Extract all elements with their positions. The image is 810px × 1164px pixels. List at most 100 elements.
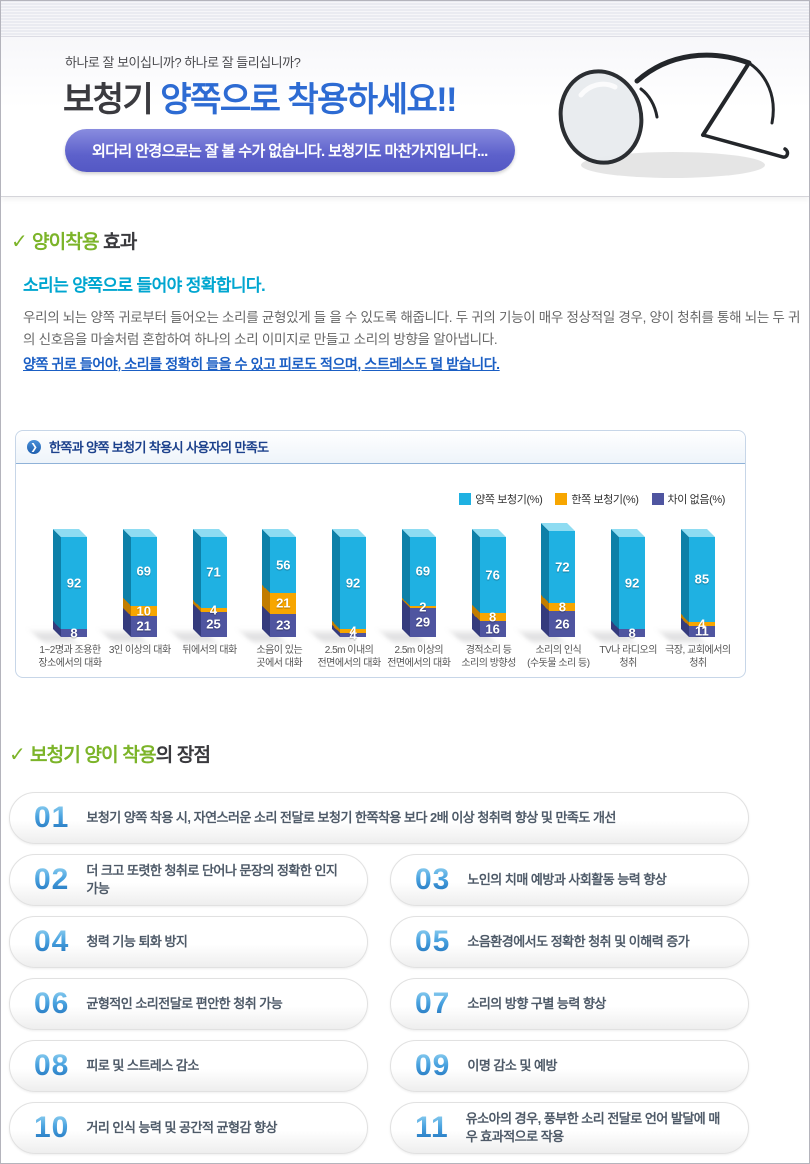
bar-6: 69 2 29 [380,528,436,642]
bar-value-label: 26 [555,616,570,632]
bar-slot: 69 2 29 [380,528,451,642]
bar-segment-2: 21 [270,592,297,614]
bar-slot: 92 4 4 [311,528,381,642]
benefit-number: 11 [415,1110,449,1144]
benefit-number: 02 [34,862,70,896]
benefit-item-04: 04 청력 기능 퇴화 방지 [9,915,368,968]
bar-segment-3: 8 [61,625,87,640]
benefit-number: 09 [415,1048,451,1082]
glasses-image [558,52,790,178]
bar-value-label: 21 [276,595,291,611]
legend-label: 한쪽 보청기(%) [571,493,639,506]
bar-7: 76 8 16 [450,528,506,642]
benefit-item-09: 09 이명 감소 및 예방 [390,1039,749,1092]
legend-swatch-icon [459,492,472,505]
benefit-text: 거리 인식 능력 및 공간적 균형감 향상 [86,1119,277,1135]
category-label: 극장, 교회에서의 청취 [665,644,731,670]
bar-side-face [471,528,480,637]
legend-label: 차이 없음(%) [667,493,726,506]
benefit-item-05: 05 소음환경에서도 정확한 청취 및 이해력 증가 [390,915,749,968]
bar-value-label: 4 [349,623,357,639]
bar-segment-1: 69 [409,536,436,606]
bar-value-label: 11 [695,623,709,639]
bar-segment-2: 10 [130,603,157,618]
legend-swatch-icon [555,492,568,505]
bar-side-face [680,528,689,637]
bar-slot: 71 4 25 [171,528,242,642]
bar-segment-3: 26 [549,610,576,637]
top-band [1,1,809,37]
bar-10: 85 4 11 [659,528,715,642]
benefit-item-11: 11 유소아의 경우, 풍부한 소리 전달로 언어 발달에 매우 효과적으로 작용 [390,1101,749,1154]
section-heading: ✓ 보청기 양이 착용의 장점 [9,740,799,767]
bar-segment-3: 25 [200,611,227,637]
bar-segment-1: 92 [340,536,367,629]
bar-side-face [262,528,271,637]
benefit-item-07: 07 소리의 방향 구별 능력 향상 [390,977,749,1030]
bar-segment-2: 8 [479,609,506,624]
bar-value-label: 4 [349,627,357,643]
bar-slot: 92 8 [590,528,660,642]
bar-value-label: 2 [419,599,427,615]
section-heading-dark: 의 장점 [155,744,211,766]
bar-value-label: 72 [555,559,570,575]
bar-value-label: 23 [276,617,291,633]
chart-panel-header: ❯ 한쪽과 양쪽 보청기 착용시 사용자의 만족도 [16,430,745,464]
benefit-number: 01 [34,800,70,834]
benefit-text: 소음환경에서도 정확한 청취 및 이해력 증가 [467,933,690,949]
bar-segment-1: 76 [479,536,506,613]
arrow-bullet-icon: ❯ [27,439,41,454]
legend-item: 한쪽 보청기(%) [555,491,639,507]
category-label: 2.5m 이상의 전면에서의 대화 [387,644,451,670]
bar-1: 92 8 [32,528,87,642]
bar-9: 92 8 [590,528,646,642]
benefit-number: 10 [34,1110,70,1144]
bar-slot: 72 8 26 [520,522,590,642]
category-label: 3인 이상의 대화 [108,644,171,656]
hero-caption-pill: 외다리 안경으로는 잘 볼 수가 없습니다. 보청기도 마찬가지입니다... [65,129,515,172]
bar-segment-2: 2 [409,599,436,614]
benefit-list: 01 보청기 양쪽 착용 시, 자연스러운 소리 전달로 보청기 한쪽착용 보다 … [9,791,749,1154]
bar-value-label: 8 [70,625,78,641]
bar-value-label: 16 [485,621,500,637]
bar-slot: 69 10 21 [101,528,172,642]
page-title-blue: 양쪽으로 착용하세요!! [152,81,457,119]
bar-side-face [122,528,131,637]
bar-value-label: 25 [206,616,221,632]
section-benefits: ✓ 보청기 양이 착용의 장점 01 보청기 양쪽 착용 시, 자연스러운 소리 전… [9,740,799,1154]
category-label: 소음이 있는 곳에서 대화 [256,644,303,670]
category-label: TV나 라디오의 청취 [599,644,657,670]
bar-segment-2: 4 [200,602,227,617]
chart-category-labels: 1~2명과 조용한 장소에서의 대화 3인 이상의 대화 뒤에서의 대화 소음이 있는… [38,644,731,671]
bar-slot: 76 8 16 [450,528,521,642]
legend-item: 차이 없음(%) [651,491,726,507]
hero-banner: 하나로 잘 보이십니까? 하나로 잘 들리십니까? 보청기 양쪽으로 착용하세요… [1,37,809,197]
benefit-text: 이명 감소 및 예방 [467,1057,557,1073]
bar-value-label: 71 [206,564,221,580]
bar-value-label: 8 [558,599,566,615]
benefit-text: 더 크고 또렷한 청취로 단어나 문장의 정확한 인지 가능 [86,862,338,896]
bar-segment-2: 8 [549,599,576,614]
bar-3: 71 4 25 [171,528,227,642]
bar-side-face [53,528,61,637]
bar-segment-1: 69 [130,536,157,606]
chart-title: 한쪽과 양쪽 보청기 착용시 사용자의 만족도 [49,440,269,456]
bar-2: 69 10 21 [101,528,157,642]
benefit-item-06: 06 균형적인 소리전달로 편안한 청취 가능 [9,977,368,1030]
benefit-number: 08 [34,1048,70,1082]
bar-value-label: 8 [628,625,636,641]
section-binaural-effect: ✓ 양이착용 효과 소리는 양쪽으로 들어야 정확합니다. 우리의 뇌는 양쪽 귀… [11,227,800,374]
chart-panel-body: 양쪽 보청기(%) 한쪽 보청기(%) 차이 없음(%) 92 8 69 10 21 71 4 2… [16,464,745,677]
bar-segment-3: 29 [409,607,436,637]
bar-segment-1: 92 [619,536,646,629]
bar-value-label: 92 [624,575,640,591]
section-heading-dark: 효과 [98,232,137,253]
benefit-number: 05 [415,924,451,958]
benefit-item-10: 10 거리 인식 능력 및 공간적 균형감 향상 [9,1101,368,1154]
benefit-number: 06 [34,986,70,1020]
bar-segment-3: 23 [270,613,297,637]
category-label: 경적소리 등 소리의 방향성 [461,644,516,670]
section-heading-green: 보청기 양이 착용 [29,744,157,766]
bar-side-face [192,528,201,637]
